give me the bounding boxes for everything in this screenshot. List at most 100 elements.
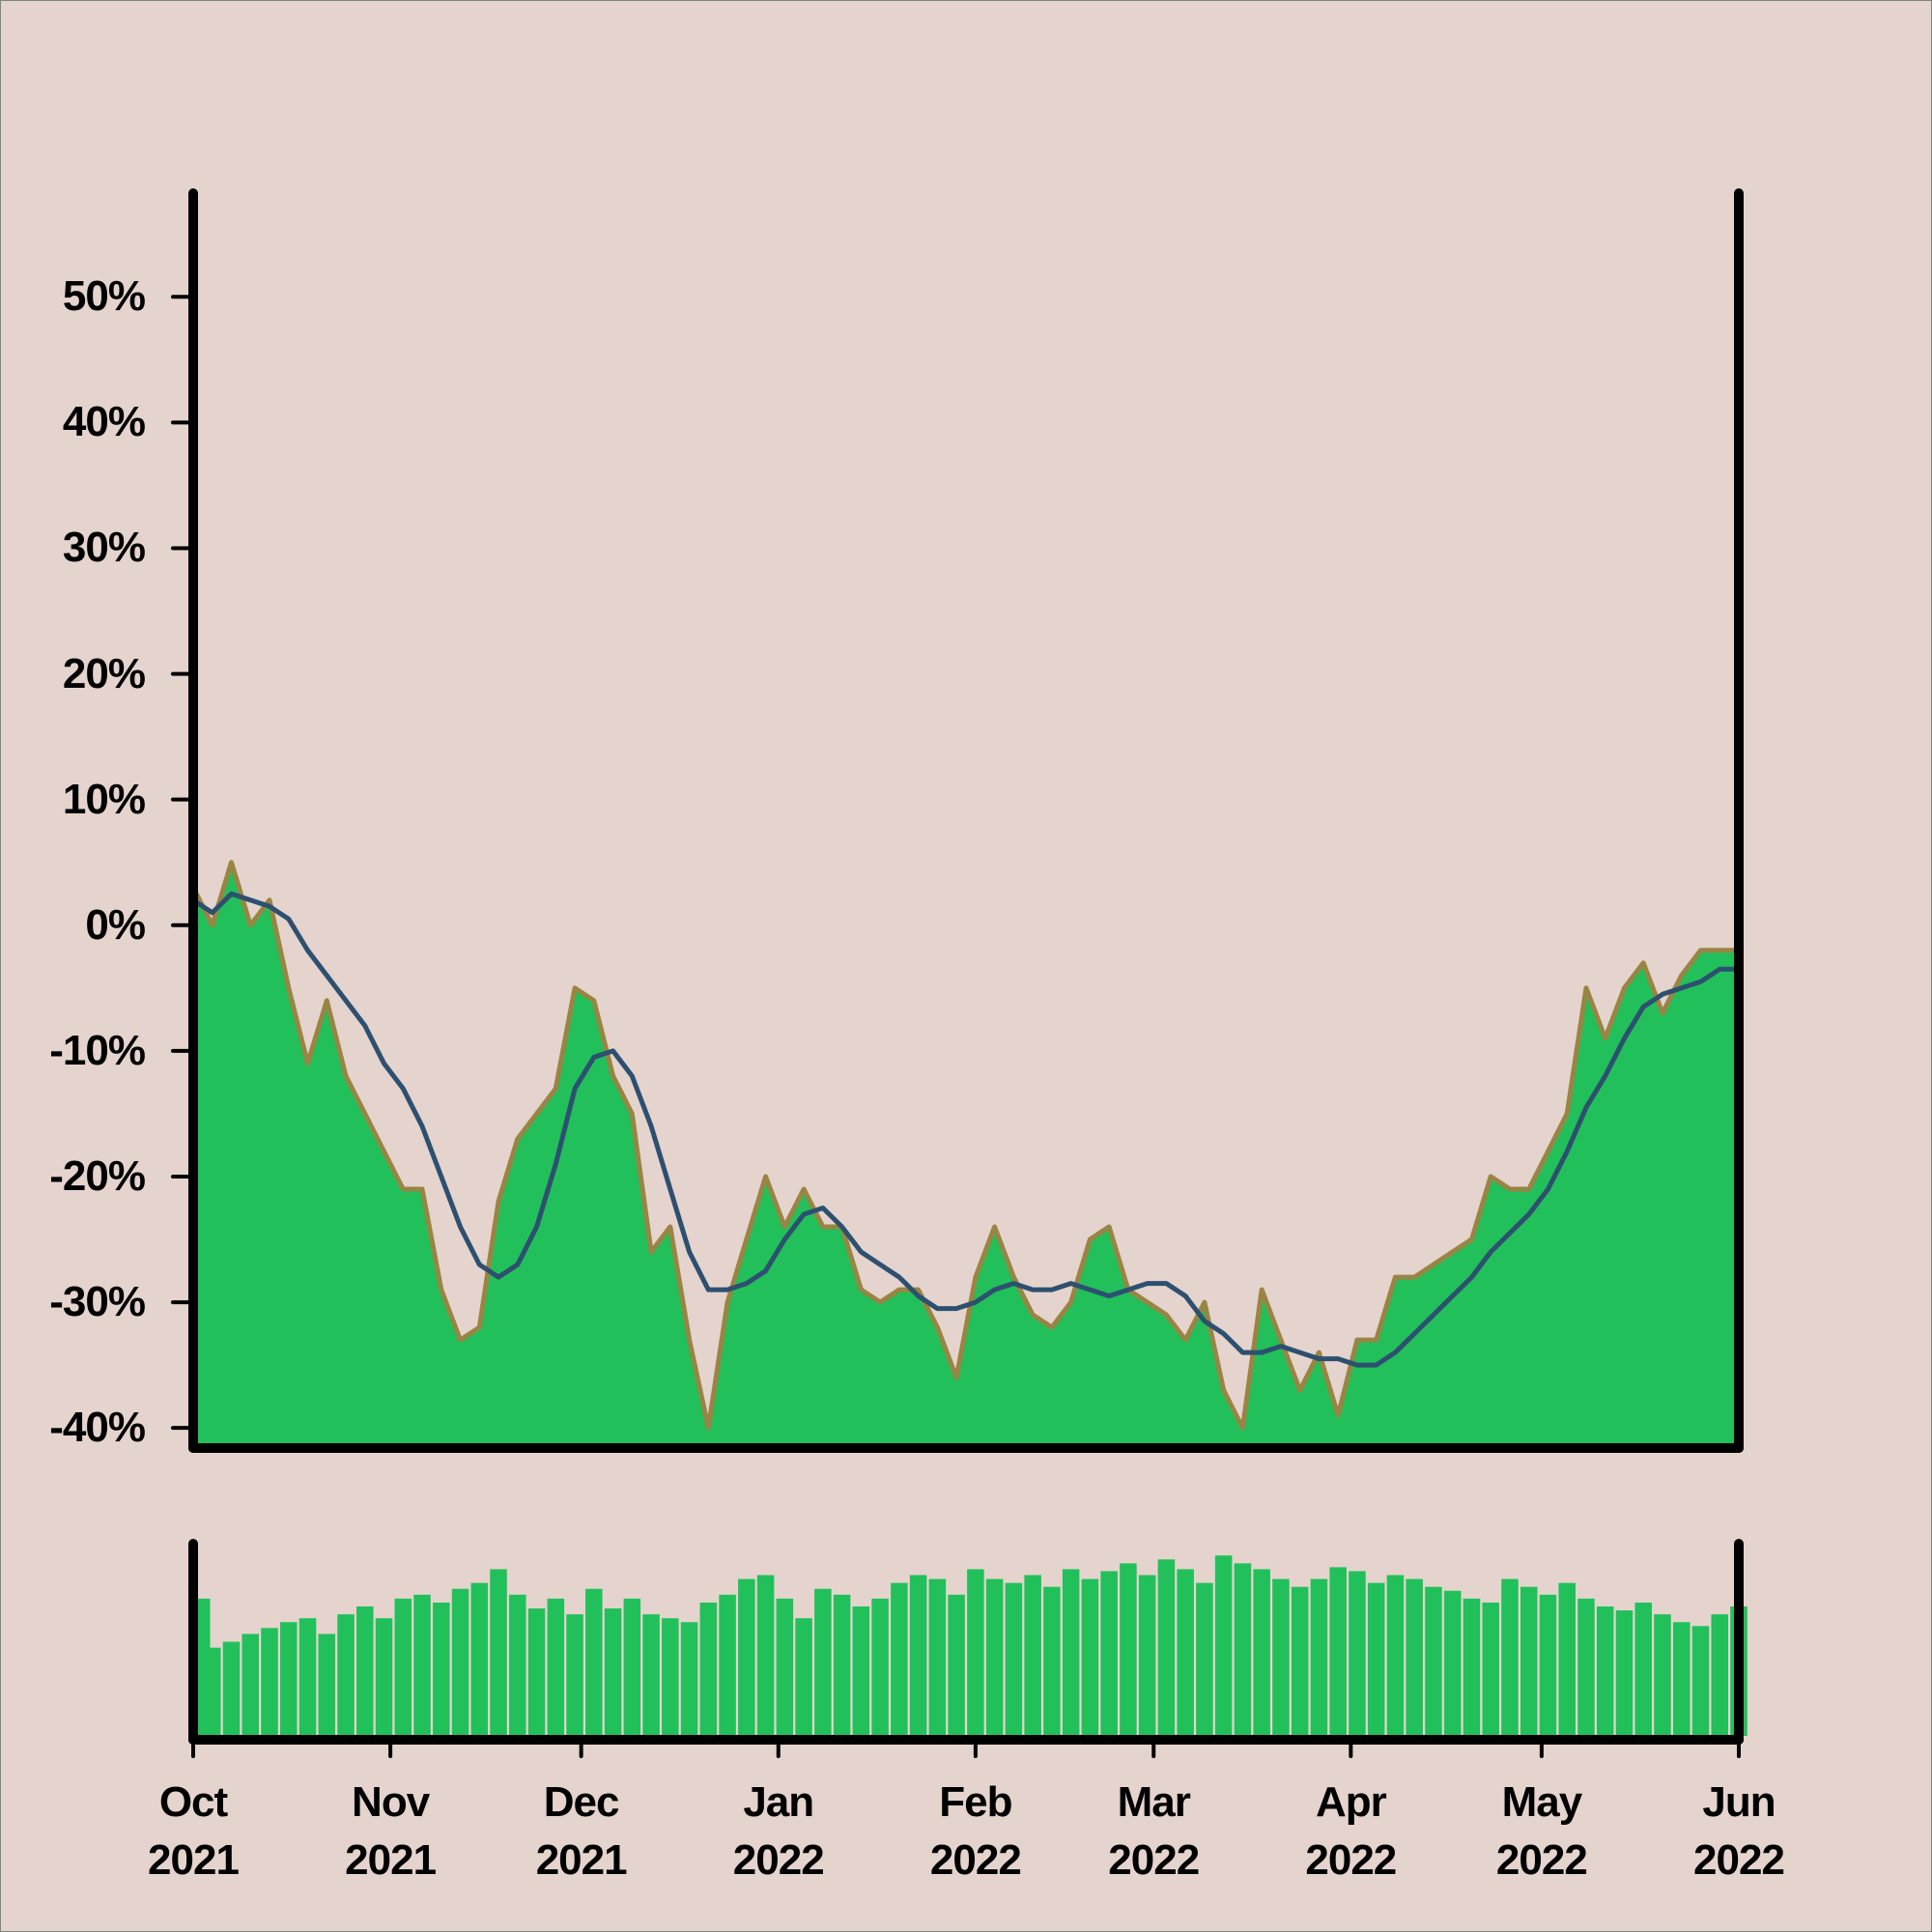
volume-bar (375, 1618, 393, 1736)
volume-bar (719, 1594, 736, 1736)
volume-bar (394, 1598, 412, 1736)
x-tick-label: Dec 2021 (535, 1778, 628, 1884)
y-tick-label: 10% (62, 775, 146, 823)
volume-bar (1253, 1569, 1270, 1736)
y-tick-label: 0% (85, 900, 146, 949)
y-tick-label: 20% (62, 649, 146, 697)
volume-bar (1539, 1594, 1557, 1736)
volume-bar (776, 1598, 794, 1736)
volume-bar (451, 1588, 469, 1736)
x-tick-label: Apr 2022 (1305, 1778, 1397, 1884)
volume-bar (1654, 1614, 1671, 1736)
volume-bar (1291, 1586, 1309, 1736)
volume-bar (298, 1618, 317, 1736)
volume-bar (490, 1569, 507, 1736)
x-tick-label: May 2022 (1495, 1778, 1588, 1884)
volume-bar (1138, 1575, 1156, 1736)
volume-bar (833, 1594, 851, 1736)
volume-bar (852, 1606, 870, 1736)
y-tick-label: -20% (49, 1151, 146, 1200)
y-tick-label: -10% (49, 1026, 146, 1074)
volume-bar (1349, 1571, 1366, 1736)
volume-bar (1100, 1571, 1118, 1736)
volume-bar (1005, 1582, 1023, 1736)
volume-bar (928, 1578, 947, 1736)
volume-bar (1367, 1582, 1385, 1736)
volume-bar (795, 1618, 812, 1736)
x-tick-label: Jun 2022 (1693, 1778, 1785, 1884)
y-tick-label: -40% (49, 1404, 146, 1452)
x-tick-label: Oct 2021 (148, 1778, 240, 1884)
volume-bar (662, 1618, 679, 1736)
volume-bar (1177, 1569, 1194, 1736)
volume-bar (222, 1641, 241, 1736)
volume-bar (1310, 1578, 1328, 1736)
volume-bar (1406, 1578, 1423, 1736)
line (191, 891, 1739, 1368)
volume-bar (585, 1588, 603, 1736)
volume-bar (337, 1614, 355, 1736)
volume-bar (1120, 1563, 1137, 1736)
area (193, 862, 1739, 1448)
volume-bar (1081, 1578, 1099, 1736)
volume-bar (623, 1598, 641, 1736)
y-tick-label: 30% (62, 524, 146, 572)
volume-bar (985, 1578, 1004, 1736)
volume-bar (1234, 1563, 1252, 1736)
volume-bar (814, 1588, 832, 1736)
volume-bar (1482, 1602, 1499, 1736)
volume-bar (756, 1575, 775, 1736)
volume-bar (738, 1578, 755, 1736)
x-tick-label: Nov 2021 (345, 1778, 437, 1884)
volume-bar (1711, 1614, 1729, 1736)
volume-bar (527, 1608, 546, 1736)
volume-bar (1558, 1582, 1576, 1736)
volume-bar (203, 1647, 221, 1736)
volume-bar (699, 1602, 718, 1736)
volume-bar (1634, 1602, 1652, 1736)
volume-bar (871, 1598, 889, 1736)
volume-bar (1501, 1578, 1519, 1736)
volume-bar (280, 1622, 298, 1736)
volume-bar (509, 1594, 526, 1736)
frame (171, 188, 1744, 1758)
volume-bar (1425, 1586, 1442, 1736)
volume-bar (1577, 1598, 1595, 1736)
volume-bar (1691, 1626, 1710, 1736)
volume-bar (642, 1614, 660, 1736)
x-tick-label: Feb 2022 (929, 1778, 1022, 1884)
volume-bar (1062, 1569, 1080, 1736)
volume-bar (909, 1575, 927, 1736)
volume-bar (680, 1622, 698, 1736)
volume-bar (1214, 1555, 1233, 1736)
volume-bar (261, 1628, 278, 1736)
volume-bar (1329, 1567, 1347, 1736)
volume-bar (470, 1582, 489, 1736)
volume-bar (1443, 1590, 1462, 1736)
volume-bar (1157, 1559, 1176, 1736)
volume-bar (318, 1634, 336, 1736)
volume-bar (1024, 1575, 1041, 1736)
y-tick-label: 50% (62, 272, 146, 321)
volume-bar (1520, 1586, 1538, 1736)
volume-bar (1043, 1586, 1061, 1736)
volume-bar (967, 1569, 984, 1736)
y-tick-label: 40% (62, 398, 146, 446)
area-edge (190, 860, 1739, 1431)
volume-bar (433, 1602, 450, 1736)
volume-bar (242, 1634, 260, 1736)
x-tick-label: Jan 2022 (732, 1778, 825, 1884)
volume-bar (1672, 1622, 1690, 1736)
volume-bar (1615, 1610, 1634, 1736)
volume-bar (604, 1608, 622, 1736)
volume-bar (1386, 1575, 1405, 1736)
volume-bar (1272, 1578, 1290, 1736)
volume-bar (566, 1614, 583, 1736)
volume-bar (413, 1594, 431, 1736)
volume-bar (356, 1606, 374, 1736)
volume-bar (891, 1582, 908, 1736)
volume-bar (948, 1594, 965, 1736)
volume-bar (547, 1598, 565, 1736)
